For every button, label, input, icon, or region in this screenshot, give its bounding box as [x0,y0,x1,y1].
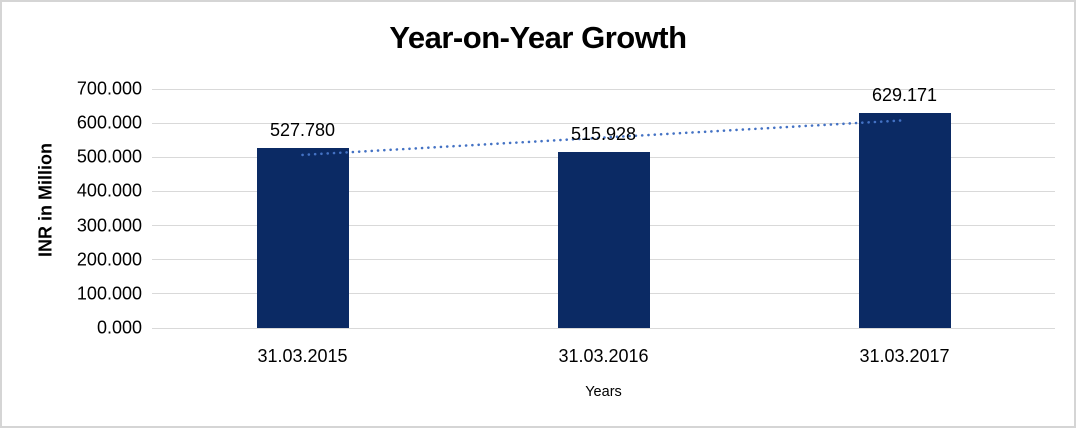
bar-value-label: 515.928 [570,123,637,144]
bar-value-label: 629.171 [871,85,938,106]
x-tick-label: 31.03.2015 [257,346,348,366]
y-tick-label: 300.000 [76,215,142,236]
bar-value-label: 527.780 [269,119,336,140]
y-gridline [152,88,1055,90]
x-tick-label: 31.03.2017 [859,346,950,366]
y-tick-label: 400.000 [76,180,142,201]
y-tick-label: 0.000 [96,317,142,338]
bar [557,151,650,328]
y-tick-label: 100.000 [76,283,142,304]
x-axis-title: Years [585,384,622,400]
y-tick-label: 200.000 [76,249,142,270]
y-tick-label: 700.000 [76,78,142,99]
y-tick-label: 500.000 [76,146,142,167]
y-gridline [152,327,1055,329]
y-tick-label: 600.000 [76,112,142,133]
bar [858,113,951,328]
bar [256,147,349,328]
x-tick-label: 31.03.2016 [558,346,649,366]
chart-title: Year-on-Year Growth [389,20,687,55]
